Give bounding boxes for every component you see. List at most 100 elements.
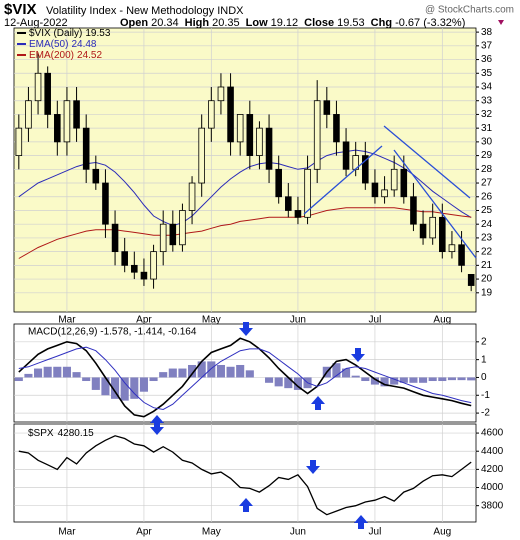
histogram-bar bbox=[370, 377, 379, 385]
histogram-bar bbox=[216, 364, 225, 378]
quote-value: 20.34 bbox=[151, 17, 179, 29]
line bbox=[18, 435, 472, 516]
down-arrow bbox=[306, 460, 320, 474]
histogram-bar bbox=[226, 366, 235, 378]
candle-body bbox=[381, 189, 388, 198]
histogram-bar bbox=[188, 364, 197, 378]
histogram-bar bbox=[284, 377, 293, 389]
histogram-bar bbox=[168, 368, 177, 378]
down-arrow bbox=[239, 322, 253, 336]
histogram-bar bbox=[159, 372, 168, 378]
candle-body bbox=[82, 127, 90, 170]
candle-body bbox=[439, 216, 446, 253]
histogram-bar bbox=[82, 377, 91, 382]
y-tick-label: 1 bbox=[481, 354, 487, 365]
y-tick-label: 22 bbox=[481, 246, 493, 257]
candle-body bbox=[208, 100, 215, 129]
histogram-bar bbox=[467, 377, 476, 381]
y-tick-label: 19 bbox=[481, 287, 493, 298]
x-tick-label: Aug bbox=[433, 527, 451, 538]
legend-entry: EMA(200) 24.52 bbox=[29, 50, 102, 61]
candle-body bbox=[227, 86, 234, 143]
candle-body bbox=[179, 210, 186, 246]
candle-body bbox=[159, 223, 167, 253]
y-tick-label: 36 bbox=[481, 54, 493, 65]
trendline bbox=[383, 125, 471, 199]
candle-body bbox=[131, 264, 138, 273]
candle-body bbox=[371, 182, 379, 198]
histogram-bar bbox=[390, 377, 399, 385]
histogram-bar bbox=[149, 377, 158, 382]
y-tick-label: 37 bbox=[481, 40, 493, 51]
header: $VIX Volatility Index - New Methodology … bbox=[4, 1, 514, 29]
x-tick-label: Aug bbox=[433, 315, 451, 326]
histogram-bar bbox=[111, 377, 120, 399]
candle-body bbox=[63, 100, 71, 143]
candle-body bbox=[73, 100, 80, 129]
y-tick-label: 33 bbox=[481, 95, 493, 106]
y-tick-label: 21 bbox=[481, 260, 493, 271]
plots: Mar Apr May Jun Jul Aug1920212223242526272829… bbox=[13, 27, 504, 538]
candle-body bbox=[111, 223, 119, 253]
histogram-bar bbox=[399, 377, 408, 383]
candle-body bbox=[419, 223, 427, 239]
histogram-bar bbox=[342, 368, 351, 378]
candle-body bbox=[217, 86, 225, 102]
y-tick-label: 24 bbox=[481, 219, 493, 230]
histogram-bar bbox=[178, 368, 187, 378]
legend-entry: $VIX (Daily) 19.53 bbox=[29, 28, 111, 39]
legend-entry: EMA(50) 24.48 bbox=[29, 39, 97, 50]
panel: Mar Apr May Jun Jul Aug 19 20 21 22 23 24 25 26 27 28 29… bbox=[13, 27, 493, 326]
plot-area bbox=[13, 323, 477, 423]
y-tick-label: 20 bbox=[481, 274, 493, 285]
candle-body bbox=[410, 196, 417, 225]
histogram-bar bbox=[62, 366, 71, 378]
histogram-bar bbox=[34, 368, 43, 378]
x-tick-label: Mar bbox=[58, 527, 76, 538]
y-tick-label: -1 bbox=[481, 390, 490, 401]
annotations bbox=[150, 125, 477, 529]
candle-body bbox=[467, 274, 475, 286]
y-tick-label: 34 bbox=[481, 82, 493, 93]
y-tick-label: 26 bbox=[481, 191, 493, 202]
histogram-bar bbox=[53, 366, 62, 378]
y-tick-label: 28 bbox=[481, 164, 493, 175]
candle-body bbox=[285, 196, 292, 211]
quote-label: Low bbox=[246, 17, 268, 29]
histogram-bar bbox=[438, 377, 447, 382]
quote: Open 20.34 High 20.35 Low 19.12 Close 19.53 Chg -… bbox=[120, 17, 465, 29]
histogram-bar bbox=[14, 377, 23, 382]
histogram-bar bbox=[245, 370, 254, 378]
candle-body bbox=[54, 114, 61, 143]
histogram-bar bbox=[265, 377, 274, 383]
y-tick-label: 25 bbox=[481, 205, 493, 216]
quote-value: 20.35 bbox=[212, 17, 240, 29]
candle-body bbox=[458, 244, 465, 266]
panel-title: MACD(12,26,9) -1.578, -1.414, -0.164 bbox=[28, 327, 197, 338]
candle-body bbox=[246, 114, 254, 156]
watermark: @ StockCharts.com bbox=[425, 5, 514, 16]
y-tick-label: 27 bbox=[481, 178, 493, 189]
y-tick-label: 23 bbox=[481, 233, 493, 244]
y-tick-label: 35 bbox=[481, 68, 493, 79]
x-tick-label: Apr bbox=[136, 315, 152, 326]
down-arrow bbox=[351, 348, 365, 362]
legend-value: 19.53 bbox=[85, 28, 110, 39]
histogram-bar bbox=[139, 377, 148, 392]
candle-body bbox=[304, 168, 311, 218]
histogram-bar bbox=[428, 377, 437, 382]
y-tick-label: 32 bbox=[481, 109, 493, 120]
histogram-bar bbox=[447, 377, 456, 381]
x-tick-label: Jul bbox=[369, 315, 382, 326]
candle-body bbox=[429, 216, 436, 239]
candle-body bbox=[140, 271, 148, 280]
y-tick-label: 3800 bbox=[481, 500, 504, 511]
legend-value: 24.52 bbox=[77, 50, 102, 61]
candle-body bbox=[333, 114, 340, 143]
histogram-bar bbox=[236, 364, 245, 378]
histogram-bar bbox=[457, 377, 466, 381]
x-tick-label: Jun bbox=[290, 527, 306, 538]
histogram-bar bbox=[120, 377, 129, 401]
up-arrow bbox=[311, 396, 325, 410]
x-tick-label: May bbox=[202, 315, 221, 326]
